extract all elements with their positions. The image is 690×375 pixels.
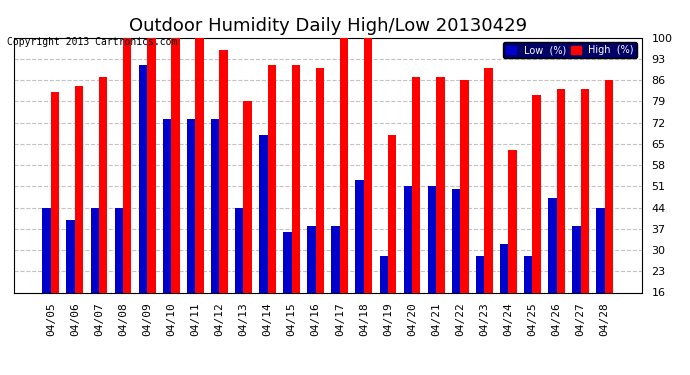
Bar bbox=[581, 89, 589, 341]
Bar bbox=[557, 89, 565, 341]
Bar bbox=[211, 120, 219, 341]
Bar bbox=[548, 198, 557, 341]
Bar bbox=[380, 256, 388, 341]
Legend: Low  (%), High  (%): Low (%), High (%) bbox=[504, 42, 637, 58]
Bar bbox=[596, 207, 604, 341]
Bar bbox=[123, 38, 132, 341]
Bar bbox=[428, 186, 436, 341]
Bar bbox=[187, 120, 195, 341]
Bar bbox=[115, 207, 123, 341]
Bar bbox=[244, 101, 252, 341]
Bar bbox=[460, 80, 469, 341]
Bar bbox=[51, 92, 59, 341]
Bar bbox=[500, 244, 509, 341]
Bar bbox=[307, 226, 316, 341]
Bar bbox=[412, 77, 420, 341]
Bar bbox=[66, 220, 75, 341]
Bar bbox=[339, 38, 348, 341]
Bar bbox=[292, 65, 300, 341]
Bar bbox=[572, 226, 581, 341]
Bar bbox=[283, 232, 292, 341]
Title: Outdoor Humidity Daily High/Low 20130429: Outdoor Humidity Daily High/Low 20130429 bbox=[129, 16, 526, 34]
Bar bbox=[235, 207, 244, 341]
Bar bbox=[436, 77, 444, 341]
Bar bbox=[259, 135, 268, 341]
Bar bbox=[147, 38, 155, 341]
Text: Copyright 2013 Cartronics.com: Copyright 2013 Cartronics.com bbox=[7, 37, 177, 47]
Bar bbox=[331, 226, 339, 341]
Bar bbox=[42, 207, 51, 341]
Bar bbox=[533, 95, 541, 341]
Bar bbox=[163, 120, 171, 341]
Bar bbox=[404, 186, 412, 341]
Bar bbox=[364, 38, 373, 341]
Bar bbox=[388, 135, 396, 341]
Bar bbox=[90, 207, 99, 341]
Bar bbox=[139, 65, 147, 341]
Bar bbox=[195, 38, 204, 341]
Bar bbox=[316, 68, 324, 341]
Bar bbox=[99, 77, 108, 341]
Bar bbox=[219, 50, 228, 341]
Bar bbox=[604, 80, 613, 341]
Bar bbox=[524, 256, 533, 341]
Bar bbox=[171, 38, 179, 341]
Bar bbox=[75, 86, 83, 341]
Bar bbox=[355, 180, 364, 341]
Bar bbox=[484, 68, 493, 341]
Bar bbox=[509, 150, 517, 341]
Bar bbox=[452, 189, 460, 341]
Bar bbox=[268, 65, 276, 341]
Bar bbox=[476, 256, 484, 341]
